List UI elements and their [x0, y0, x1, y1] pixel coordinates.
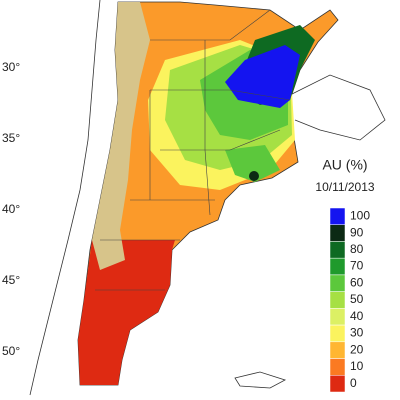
latitude-label: 40° — [2, 202, 20, 216]
legend-swatch — [329, 358, 346, 376]
legend-swatch — [329, 308, 346, 326]
legend-swatch — [329, 375, 346, 393]
tierra-del-fuego — [234, 371, 287, 389]
region-green-2 — [225, 145, 280, 182]
legend-swatch — [329, 341, 346, 359]
province-borders — [95, 9, 291, 291]
region-red — [78, 240, 175, 385]
legend-label: 80 — [350, 242, 364, 256]
region-dark-spot — [249, 171, 259, 181]
legend-swatch — [329, 324, 346, 343]
latitude-label: 35° — [2, 131, 20, 145]
legend-swatch — [329, 291, 346, 309]
legend-swatch — [329, 207, 346, 225]
legend-label: 20 — [350, 342, 364, 356]
chile-outline — [29, 0, 101, 396]
legend-label: 90 — [350, 225, 364, 239]
region-tan — [92, 2, 150, 270]
latitude-label: 45° — [2, 273, 20, 287]
latitude-labels: 30° 35° 40° 45° 50° — [2, 60, 20, 358]
legend-swatch — [329, 274, 346, 292]
uruguay-outline — [289, 74, 386, 141]
legend-label: 10 — [350, 359, 364, 373]
legend-label: 60 — [350, 275, 364, 289]
legend-label: 40 — [350, 309, 364, 323]
legend-date: 10/11/2013 — [315, 180, 374, 194]
legend-label: 0 — [350, 376, 357, 390]
legend-label: 50 — [350, 292, 364, 306]
latitude-label: 30° — [2, 60, 20, 74]
legend-label: 70 — [350, 259, 364, 273]
legend-swatch — [329, 257, 346, 276]
legend-swatch — [329, 224, 346, 242]
latitude-label: 50° — [2, 344, 20, 358]
legend-title: AU (%) — [322, 157, 367, 173]
legend-label: 100 — [350, 209, 370, 223]
legend-label: 30 — [350, 326, 364, 340]
legend-swatch — [329, 241, 346, 259]
